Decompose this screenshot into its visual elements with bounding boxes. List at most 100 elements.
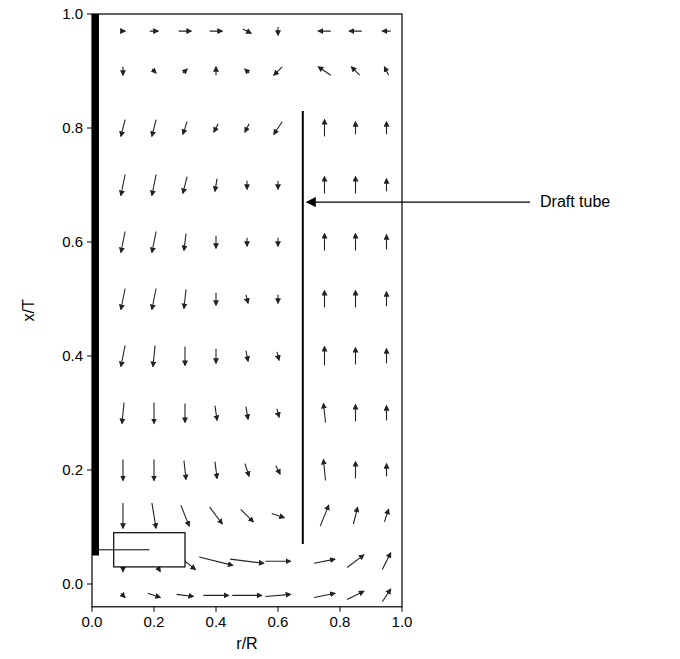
y-tick: [87, 242, 92, 243]
velocity-vector: [272, 514, 285, 518]
geometry: [92, 14, 303, 567]
x-tick-label: 0.6: [268, 613, 289, 630]
x-tick: [278, 607, 279, 612]
y-tick: [87, 128, 92, 129]
velocity-vector: [122, 460, 123, 481]
velocity-vector: [245, 69, 249, 73]
velocity-vector: [277, 238, 278, 246]
x-tick-label: 0.2: [144, 613, 165, 630]
velocity-vector: [210, 31, 223, 32]
velocity-vector: [150, 31, 158, 32]
velocity-vector: [324, 177, 325, 194]
velocity-vector: [122, 403, 124, 424]
velocity-vector: [277, 181, 278, 189]
figure: 0.00.20.40.60.81.00.00.20.40.60.81.0r/Rx…: [0, 0, 680, 659]
velocity-vector: [386, 406, 387, 421]
velocity-vector: [152, 289, 156, 310]
velocity-vector: [232, 595, 261, 596]
velocity-vector: [246, 295, 248, 303]
velocity-vector: [183, 122, 187, 135]
velocity-vector: [355, 348, 356, 365]
velocity-vector: [265, 594, 290, 596]
y-tick-label: 0.8: [62, 119, 83, 136]
velocity-vector: [277, 27, 278, 35]
velocity-vector: [382, 553, 390, 570]
y-tick-label: 0.2: [62, 461, 83, 478]
velocity-vector: [230, 559, 264, 563]
y-tick: [87, 584, 92, 585]
velocity-vector: [355, 291, 356, 308]
velocity-vector: [184, 404, 185, 423]
velocity-vector: [184, 347, 185, 366]
velocity-vector: [277, 409, 279, 417]
velocity-vector: [246, 238, 247, 246]
velocity-vector: [215, 293, 216, 306]
x-tick: [340, 607, 341, 612]
x-tick: [154, 607, 155, 612]
shaft: [92, 14, 99, 556]
velocity-vector: [265, 561, 290, 562]
velocity-vector: [386, 235, 387, 250]
velocity-vector: [384, 509, 388, 522]
velocity-vector: [355, 234, 356, 251]
y-tick-label: 0.6: [62, 233, 83, 250]
velocity-vector: [148, 593, 161, 597]
velocity-vector: [324, 347, 325, 366]
velocity-vector: [355, 462, 356, 479]
velocity-vector: [153, 346, 155, 367]
x-axis-title: r/R: [236, 635, 257, 652]
velocity-vector: [277, 295, 278, 303]
x-tick-label: 1.0: [392, 613, 413, 630]
velocity-vector: [243, 29, 251, 33]
y-tick-label: 0.0: [62, 575, 83, 592]
velocity-vector: [121, 31, 125, 32]
velocity-vector: [122, 67, 123, 75]
velocity-vector: [179, 31, 192, 32]
velocity-vector: [382, 31, 390, 32]
velocity-vector: [241, 509, 254, 522]
velocity-vector: [355, 122, 356, 135]
velocity-vector: [347, 555, 364, 568]
velocity-vector: [122, 503, 123, 528]
velocity-vector: [121, 593, 125, 597]
velocity-vector: [353, 507, 357, 524]
velocity-vector: [215, 67, 216, 75]
y-tick: [87, 356, 92, 357]
vector-field: [121, 27, 391, 602]
x-tick: [216, 607, 217, 612]
velocity-vector: [215, 462, 217, 479]
annotation: Draft tube: [540, 193, 610, 210]
velocity-vector: [214, 124, 218, 132]
velocity-vector: [386, 464, 387, 477]
velocity-vector: [323, 460, 325, 481]
velocity-vector: [199, 557, 233, 565]
velocity-vector: [210, 507, 223, 524]
velocity-vector: [324, 120, 325, 137]
velocity-vector: [184, 290, 186, 309]
velocity-vector: [152, 175, 156, 196]
velocity-vector: [382, 589, 390, 602]
velocity-vector: [183, 69, 187, 73]
velocity-vector: [121, 289, 125, 310]
velocity-vector: [177, 594, 194, 596]
velocity-vector: [246, 351, 248, 362]
velocity-vector: [215, 179, 217, 192]
velocity-vector: [277, 352, 279, 360]
velocity-vector: [384, 67, 388, 75]
velocity-vector: [153, 403, 154, 424]
velocity-vector: [152, 69, 156, 73]
y-tick: [87, 470, 92, 471]
draft-tube: [302, 111, 304, 544]
y-tick: [87, 14, 92, 15]
velocity-vector: [314, 593, 335, 597]
x-tick-label: 0.4: [206, 613, 227, 630]
velocity-vector: [245, 124, 249, 132]
velocity-vector: [274, 122, 282, 135]
velocity-vector: [152, 120, 156, 137]
x-tick: [92, 607, 93, 612]
velocity-vector: [152, 232, 156, 253]
velocity-vector: [318, 31, 331, 32]
velocity-vector: [183, 177, 187, 194]
velocity-vector: [323, 404, 325, 423]
velocity-vector: [386, 349, 387, 364]
